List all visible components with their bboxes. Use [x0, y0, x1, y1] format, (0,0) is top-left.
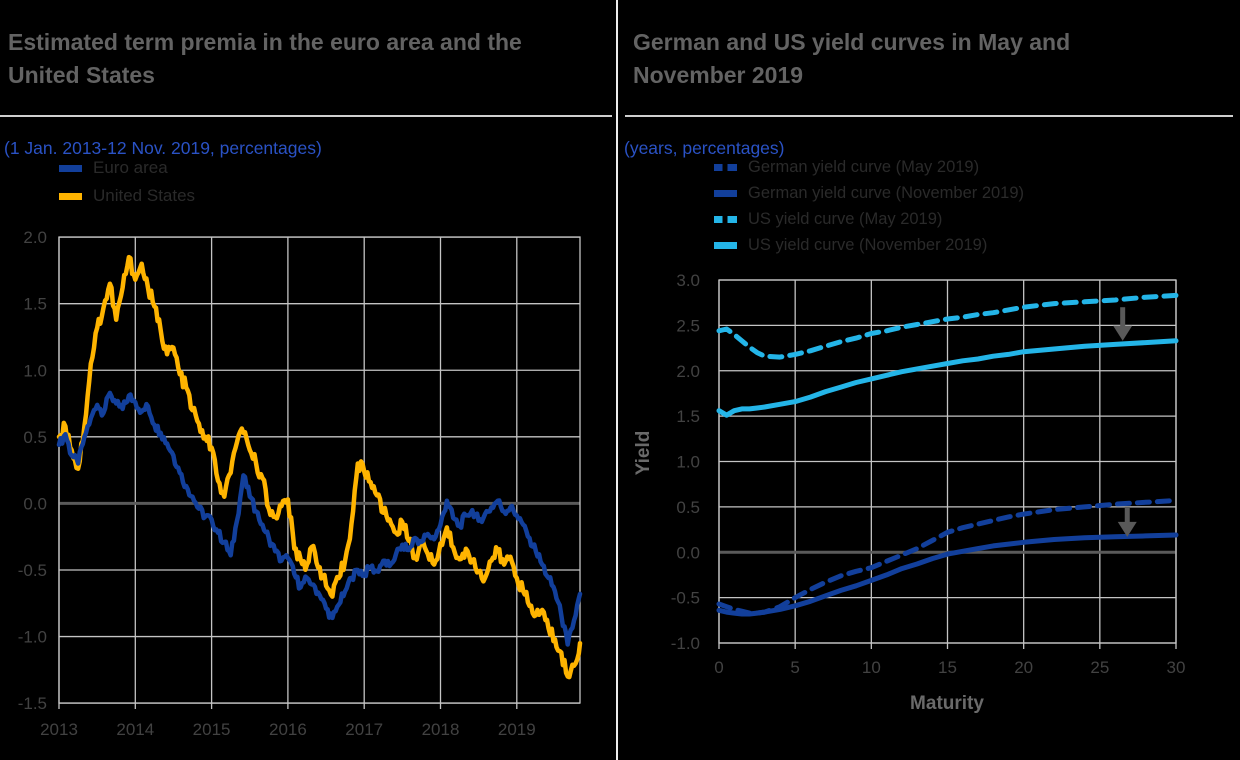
- y-tick-label: 1.5: [23, 295, 47, 314]
- x-tick-label: 25: [1090, 658, 1109, 677]
- series-line-3: [716, 338, 1179, 418]
- title-separator: [625, 115, 1233, 117]
- y-tick-label: 1.0: [23, 361, 47, 380]
- y-tick-label: 2.5: [676, 316, 700, 335]
- right-chart: 0 5 10 15 20 25 30 3.0 2.5 2.0 1.5 1.0 0.5 0.0 -0.5 -1.…: [633, 271, 1185, 714]
- y-tick-label: -1.0: [671, 634, 700, 653]
- x-tick-label: 30: [1167, 658, 1186, 677]
- y-tick-label: -1.0: [18, 628, 47, 647]
- legend-item-united-states: United States: [59, 182, 195, 210]
- us-may-swatch: [714, 215, 737, 223]
- y-tick-label: 0.5: [676, 498, 700, 517]
- x-tick-label: 0: [714, 658, 723, 677]
- series-line-2: [716, 292, 1179, 360]
- y-tick-label: 0.0: [23, 494, 47, 513]
- y-tick-label: 1.5: [676, 407, 700, 426]
- legend-item-german-may: German yield curve (May 2019): [714, 154, 1024, 180]
- left-chart: 2013 2014 2015 2016 2017 2018 2019 2.0 1.5 1.0 0.5…: [18, 228, 583, 739]
- legend-label: German yield curve (May 2019): [748, 157, 980, 176]
- x-tick-label: 2016: [269, 720, 307, 739]
- left-chart-title: Estimated term premia in the euro area a…: [8, 26, 522, 92]
- x-axis-title: Maturity: [910, 693, 984, 714]
- german-november-swatch: [714, 189, 737, 197]
- legend-item-euro-area: Euro area: [59, 154, 195, 182]
- title-line: United States: [8, 62, 155, 88]
- y-tick-label: 0.0: [676, 543, 700, 562]
- right-chart-title: German and US yield curves in May and No…: [633, 26, 1070, 92]
- down-arrow-head: [1113, 325, 1133, 341]
- x-tick-label: 5: [790, 658, 799, 677]
- title-line: November 2019: [633, 62, 804, 88]
- x-tick-label: 2019: [498, 720, 536, 739]
- y-tick-label: -0.5: [18, 561, 47, 580]
- x-tick-label: 2017: [345, 720, 383, 739]
- title-separator: [0, 115, 612, 117]
- x-tick-label: 2014: [116, 720, 154, 739]
- legend-item-german-november: German yield curve (November 2019): [714, 180, 1024, 206]
- us-november-swatch: [714, 241, 737, 249]
- x-tick-label: 2018: [422, 720, 460, 739]
- panel-divider: [616, 0, 618, 760]
- y-tick-label: 0.5: [23, 428, 47, 447]
- german-may-swatch: [714, 163, 737, 171]
- series-line-1: [716, 532, 1179, 617]
- legend-label: US yield curve (May 2019): [748, 209, 943, 228]
- title-line: Estimated term premia in the euro area a…: [8, 29, 522, 55]
- x-tick-label: 2013: [40, 720, 78, 739]
- y-tick-label: -0.5: [671, 589, 700, 608]
- y-tick-label: -1.5: [18, 694, 47, 713]
- legend-label: US yield curve (November 2019): [748, 235, 988, 254]
- left-legend: Euro area United States: [59, 154, 195, 210]
- y-tick-label: 2.0: [23, 228, 47, 247]
- legend-label: United States: [93, 186, 196, 205]
- right-legend: German yield curve (May 2019) German yie…: [714, 154, 1024, 258]
- plot-border: [58, 236, 581, 704]
- legend-label: German yield curve (November 2019): [748, 183, 1025, 202]
- left-chart-subtitle: (1 Jan. 2013-12 Nov. 2019, percentages): [4, 138, 322, 158]
- legend-item-us-may: US yield curve (May 2019): [714, 206, 1024, 232]
- x-tick-label: 15: [938, 658, 957, 677]
- series-line-0: [56, 390, 583, 647]
- x-tick-label: 2015: [193, 720, 231, 739]
- united-states-swatch: [59, 192, 82, 200]
- y-axis-title: Yield: [633, 431, 654, 476]
- legend-label: Euro area: [93, 158, 168, 177]
- y-tick-label: 1.0: [676, 453, 700, 472]
- y-tick-label: 3.0: [676, 271, 700, 290]
- right-chart-subtitle: (years, percentages): [624, 138, 785, 158]
- plot-border: [718, 279, 1177, 644]
- title-line: German and US yield curves in May and: [633, 29, 1071, 55]
- euro-area-swatch: [59, 164, 82, 172]
- x-tick-label: 10: [862, 658, 881, 677]
- y-tick-label: 2.0: [676, 362, 700, 381]
- series-line-1: [56, 254, 583, 680]
- x-tick-label: 20: [1014, 658, 1033, 677]
- down-arrow-head: [1117, 521, 1137, 537]
- legend-item-us-november: US yield curve (November 2019): [714, 232, 1024, 258]
- series-line-0: [716, 498, 1179, 616]
